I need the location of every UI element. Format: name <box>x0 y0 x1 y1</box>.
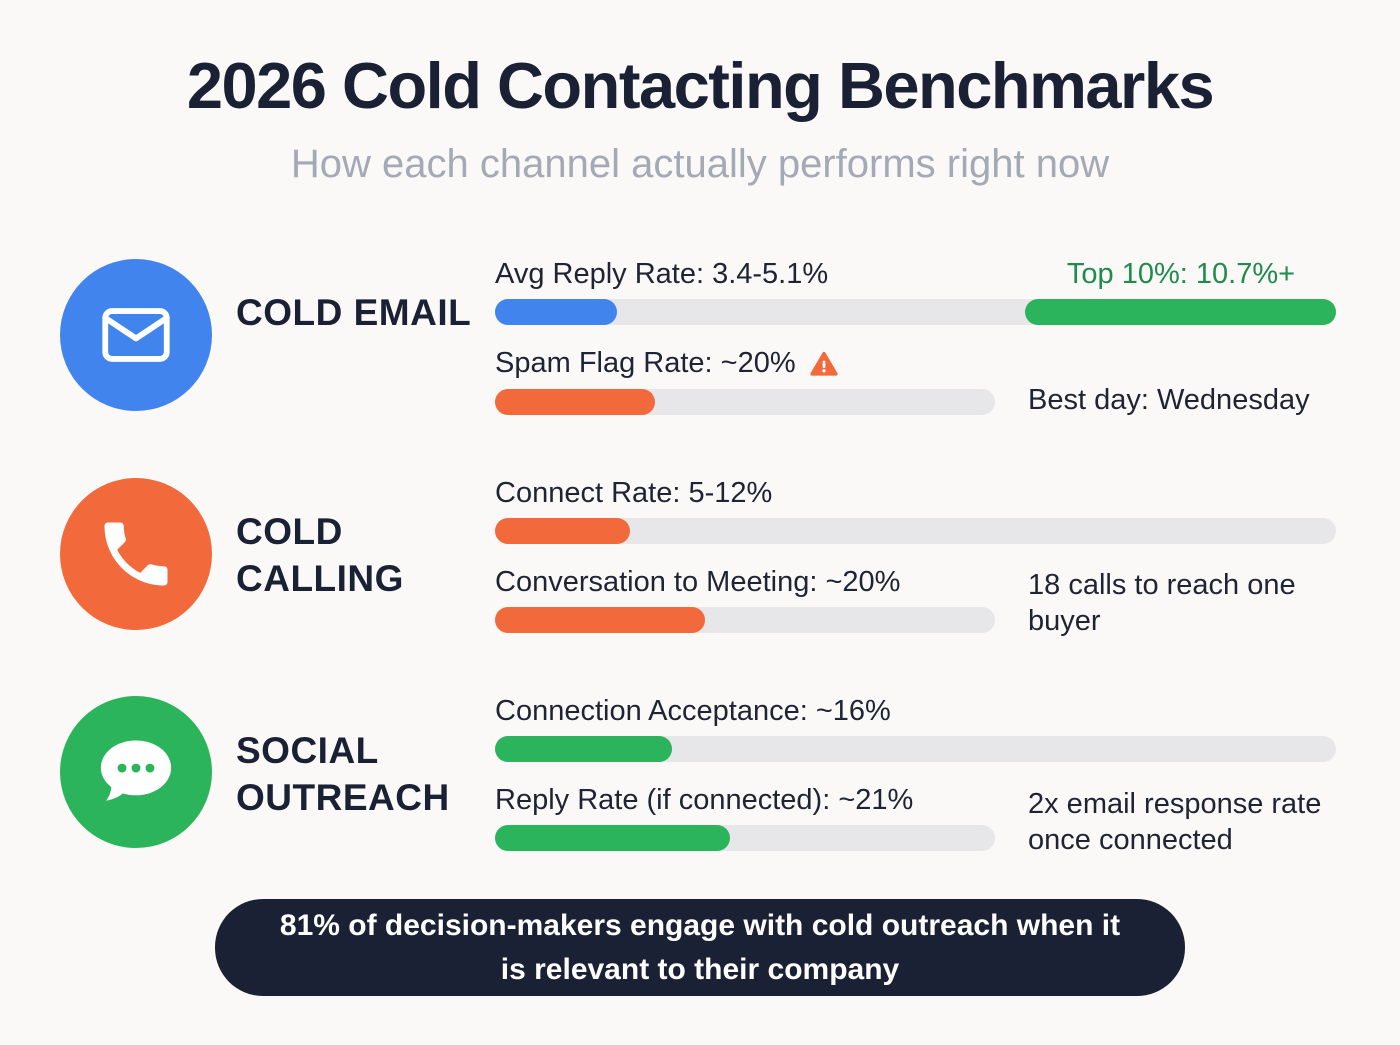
chat-bubble-icon <box>100 740 172 801</box>
warning-icon <box>810 351 838 376</box>
channel-label-social-outreach: SOCIAL OUTREACH <box>236 730 450 818</box>
social-reply-text: Reply Rate (if connected): ~21% <box>495 784 914 816</box>
social-reply-fill <box>495 825 730 851</box>
social-reply-label: Reply Rate (if connected): ~21% <box>495 784 913 817</box>
social-reply-bar <box>495 825 995 851</box>
email-avg-reply-fill <box>495 299 617 325</box>
calling-meeting-bar <box>495 607 995 633</box>
channel-label-cold-email: COLD EMAIL <box>236 292 472 333</box>
social-acceptance-bar <box>495 736 1336 762</box>
social-acceptance-fill <box>495 736 672 762</box>
channel-label-cold-calling: COLD CALLING <box>236 511 404 599</box>
email-top10-segment <box>1024 299 1336 325</box>
email-avg-reply-text: Avg Reply Rate: 3.4-5.1% <box>495 258 829 290</box>
calling-note: 18 calls to reach one buyer <box>1028 569 1296 638</box>
email-avg-reply-bar <box>495 299 1336 325</box>
email-spam-fill <box>495 389 655 415</box>
calling-connect-fill <box>495 518 630 544</box>
email-spam-text: Spam Flag Rate: ~20% <box>495 347 796 379</box>
calling-connect-text: Connect Rate: 5-12% <box>495 477 773 509</box>
social-note: 2x email response rate once connected <box>1028 788 1322 857</box>
calling-meeting-text: Conversation to Meeting: ~20% <box>495 566 901 598</box>
social-acceptance-label: Connection Acceptance: ~16% <box>495 695 891 728</box>
social-outreach-badge <box>60 696 212 848</box>
phone-icon <box>104 522 168 586</box>
email-avg-reply-label: Avg Reply Rate: 3.4-5.1% <box>495 258 828 291</box>
email-top10-label: Top 10%: 10.7%+ <box>1066 258 1296 290</box>
email-note: Best day: Wednesday <box>1028 384 1310 416</box>
calling-meeting-fill <box>495 607 705 633</box>
page-subtitle: How each channel actually performs right… <box>290 142 1110 186</box>
calling-meeting-label: Conversation to Meeting: ~20% <box>495 566 900 599</box>
calling-connect-label: Connect Rate: 5-12% <box>495 477 772 510</box>
email-spam-bar <box>495 389 995 415</box>
cold-email-badge <box>60 259 212 411</box>
envelope-icon <box>102 308 170 362</box>
cold-calling-badge <box>60 478 212 630</box>
footer-banner-text: 81% of decision-makers engage with cold … <box>279 909 1121 986</box>
footer-banner: 81% of decision-makers engage with cold … <box>215 899 1185 996</box>
email-spam-label: Spam Flag Rate: ~20% <box>495 347 840 380</box>
social-acceptance-text: Connection Acceptance: ~16% <box>495 695 891 727</box>
calling-connect-bar <box>495 518 1336 544</box>
page-title: 2026 Cold Contacting Benchmarks <box>186 49 1215 122</box>
